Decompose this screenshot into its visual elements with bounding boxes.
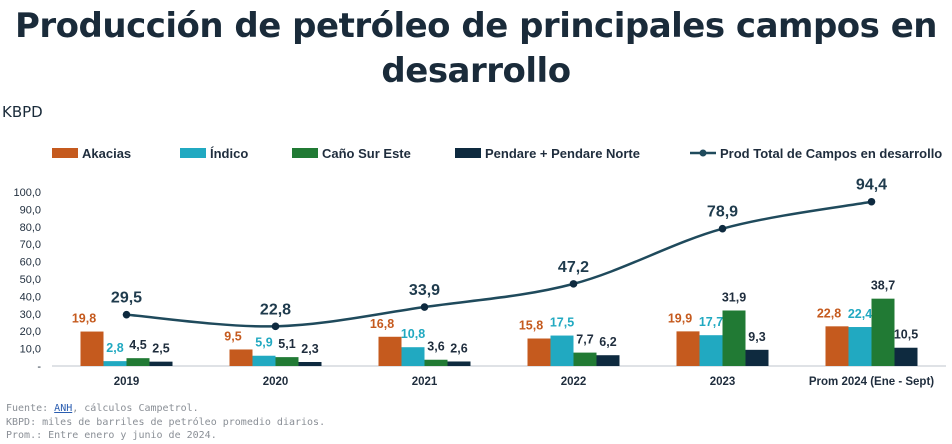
bar-value-label: 17,7 [699,315,723,329]
total-line [126,200,872,328]
bar [252,355,276,366]
bar [298,361,322,366]
legend-swatch [52,148,78,158]
legend-label: Prod Total de Campos en desarrollo [720,146,942,161]
legend-label: Akacias [82,146,131,161]
bar-value-label: 22,4 [848,307,872,321]
line-value-label: 47,2 [558,259,589,276]
bar [745,349,769,366]
bar-value-label: 3,6 [427,340,444,354]
bar-value-label: 2,6 [450,341,467,355]
bar-value-label: 2,8 [106,341,123,355]
bar-value-label: 10,5 [894,328,918,342]
chart-area: - 10,0 20,0 30,0 40,0 50,0 60,0 70,0 80,0 90,0 100… [13,146,946,388]
footnotes: Fuente: ANH, cálculos Campetrol. KBPD: m… [6,402,325,443]
bar-value-label: 15,8 [519,319,543,333]
bar-value-label: 9,5 [224,329,241,343]
y-tick-label: 50,0 [20,274,41,286]
line-point [271,322,280,331]
unit-label: KBPD [2,103,43,121]
line-value-label: 29,5 [111,290,142,307]
y-tick-label: 100,0 [13,187,41,199]
bar [722,310,746,366]
y-tick-label: 10,0 [20,344,41,356]
source-suffix: , cálculos Campetrol. [72,403,199,414]
bar [699,335,723,366]
bar [103,361,127,366]
source-note: Fuente: ANH, cálculos Campetrol. [6,402,325,416]
legend-swatch [292,148,318,158]
bar [401,347,425,366]
bar [573,352,597,366]
bar [229,349,253,366]
bar-value-label: 2,3 [301,342,318,356]
prom-note: Prom.: Entre enero y junio de 2024. [6,430,217,441]
bar-value-label: 5,1 [278,337,295,351]
bar [424,359,448,366]
x-tick-label: 2022 [561,376,587,388]
x-tick-label: 2020 [263,376,289,388]
kbpd-note: KBPD: miles de barriles de petróleo prom… [6,416,326,428]
line-point [569,280,578,288]
bar-value-label: 19,9 [668,311,692,325]
line-value-label: 22,8 [260,301,291,318]
y-tick-label: 70,0 [20,239,41,251]
line-point [122,310,131,319]
legend-line-marker [699,149,707,157]
line-value-label: 78,9 [707,204,738,221]
legend-label: Índico [210,146,248,161]
bar [596,355,620,366]
bar-value-label: 16,8 [370,317,394,331]
bar-value-label: 2,5 [152,342,169,356]
bar-value-label: 17,5 [550,316,574,330]
y-tick-label: 20,0 [20,326,41,338]
line-point [420,303,429,311]
x-tick-label: 2019 [114,376,140,388]
bar-value-label: 4,5 [129,338,146,352]
chart-title: Producción de petróleo de principales ca… [14,6,938,91]
y-tick-label: 80,0 [20,222,41,234]
y-tick-label: 60,0 [20,257,41,269]
x-tick-label: Prom 2024 (Ene - Sept) [809,376,934,388]
line-value-label: 94,4 [856,177,887,194]
bar-value-label: 7,7 [576,333,593,347]
legend-label: Caño Sur Este [322,146,411,161]
source-link[interactable]: ANH [54,403,73,414]
bar [80,331,104,366]
bar [126,358,150,366]
bar-value-label: 38,7 [871,279,895,293]
bar-value-label: 5,9 [255,336,272,350]
x-tick-label: 2023 [710,376,736,388]
bar-value-label: 10,8 [401,327,425,341]
legend-label: Pendare + Pendare Norte [485,146,640,161]
bar [825,326,849,366]
bar [275,357,299,366]
bar-value-label: 19,8 [72,312,96,326]
source-prefix: Fuente: [6,403,55,414]
bar [894,347,918,366]
bar [550,335,574,366]
legend-swatch [455,148,481,158]
bar [676,331,700,366]
bar [527,338,551,366]
legend-swatch [180,148,206,158]
y-tick-label: - [37,361,41,373]
bar-value-label: 9,3 [748,330,765,344]
bar [149,361,173,366]
line-point [718,224,727,233]
y-tick-label: 40,0 [20,291,41,303]
bar [871,298,895,366]
bar-value-label: 31,9 [722,290,746,304]
bar-value-label: 6,2 [599,335,616,349]
line-value-label: 33,9 [409,282,440,299]
bar [447,361,471,366]
x-tick-label: 2021 [412,376,438,388]
y-tick-label: 30,0 [20,309,41,321]
bar-value-label: 22,8 [817,306,841,320]
line-point [867,197,876,206]
bar [848,327,872,366]
bar [378,336,402,366]
y-tick-label: 90,0 [20,204,41,216]
